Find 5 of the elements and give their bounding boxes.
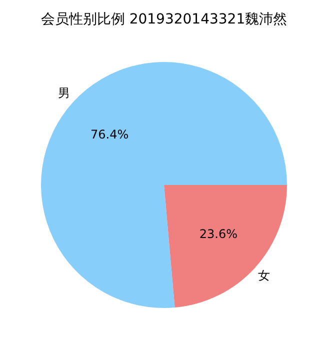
data-label: 76.4% xyxy=(90,127,129,142)
chart-title: 会员性别比例 2019320143321魏沛然 xyxy=(40,12,288,28)
data-label: 23.6% xyxy=(199,226,238,241)
slice-label: 男 xyxy=(58,86,70,100)
slice-label: 女 xyxy=(258,268,270,282)
